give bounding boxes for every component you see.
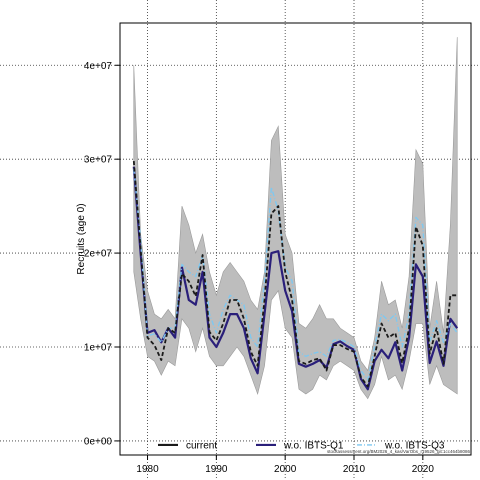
y-tick-label: 0e+00: [84, 436, 113, 447]
x-tick-label: 2020: [412, 464, 435, 475]
x-tick-label: 1980: [136, 464, 159, 475]
legend-wo-ibts-q3-label: w.o. IBTS-Q3: [384, 440, 445, 451]
legend: current w.o. IBTS-Q1 w.o. IBTS-Q3: [158, 440, 445, 451]
series-lines: [132, 161, 459, 391]
y-tick-label: 1e+07: [84, 343, 113, 354]
legend-wo-ibts-q1-label: w.o. IBTS-Q1: [283, 440, 344, 451]
series-wo-ibts-q3-line: [133, 168, 458, 381]
y-axis-label: Recruits (age 0): [76, 203, 87, 274]
x-tick-label: 2010: [343, 464, 366, 475]
band-area: [133, 37, 458, 400]
series-current-line: [132, 161, 458, 388]
series-wo-ibts-q1-line: [132, 166, 459, 391]
y-tick-label: 3e+07: [84, 155, 113, 166]
x-tick-label: 2000: [274, 464, 297, 475]
x-tick-label: 1990: [205, 464, 228, 475]
y-tick-label: 2e+07: [84, 249, 113, 260]
y-tick-label: 4e+07: [84, 61, 113, 72]
axes: 1980 1990 2000 2010 2020 0e+00 1e+07 2e+07 3e+07…: [84, 61, 434, 475]
plot-frame: [119, 22, 472, 456]
confidence-band: [133, 37, 458, 400]
footnote: stockassessment.org/BM2026_4_kas/VarObs_…: [327, 449, 471, 454]
legend-current-label: current: [186, 440, 217, 451]
